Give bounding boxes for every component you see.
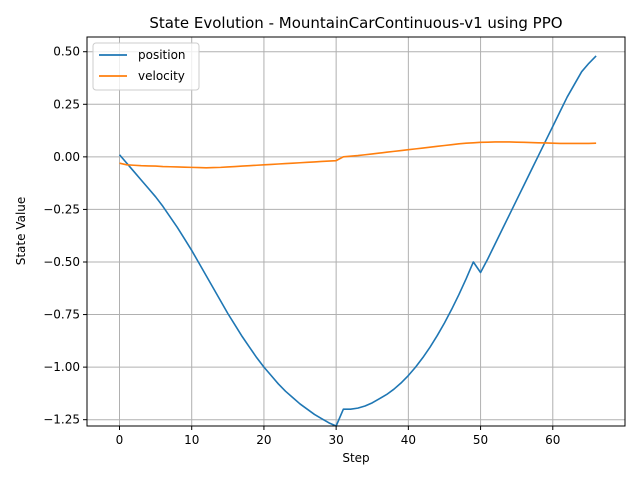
y-tick-label: −0.50 — [43, 255, 80, 269]
legend: position velocity — [92, 42, 200, 91]
y-tick-label: 0.25 — [53, 97, 80, 111]
x-tick-label: 10 — [184, 433, 199, 447]
legend-label-velocity: velocity — [138, 69, 185, 83]
x-tick-label: 50 — [473, 433, 488, 447]
y-tick-label: −0.75 — [43, 308, 80, 322]
y-tick-label: 0.50 — [53, 45, 80, 59]
x-tick-label: 20 — [256, 433, 271, 447]
y-axis-label: State Value — [14, 197, 28, 266]
series-line-velocity — [119, 141, 597, 169]
series-line-position — [118, 55, 597, 427]
y-tick-label: −0.25 — [43, 202, 80, 216]
x-tick-label: 0 — [116, 433, 124, 447]
series-layer — [118, 55, 597, 427]
chart-title: State Evolution - MountainCarContinuous-… — [149, 14, 562, 32]
x-tick-label: 40 — [401, 433, 416, 447]
y-axis: 0.50 0.25 0.00 −0.25 −0.50 −0.75 −1.00 −1.25 — [43, 45, 87, 427]
x-tick-label: 30 — [329, 433, 344, 447]
y-tick-label: −1.25 — [43, 413, 80, 427]
x-axis-label: Step — [342, 451, 369, 465]
plot-frame — [86, 36, 626, 427]
y-tick-label: −1.00 — [43, 360, 80, 374]
y-tick-label: 0.00 — [53, 150, 80, 164]
x-tick-label: 60 — [545, 433, 560, 447]
legend-label-position: position — [138, 48, 186, 62]
x-axis: 0 10 20 30 40 50 60 — [116, 426, 560, 447]
